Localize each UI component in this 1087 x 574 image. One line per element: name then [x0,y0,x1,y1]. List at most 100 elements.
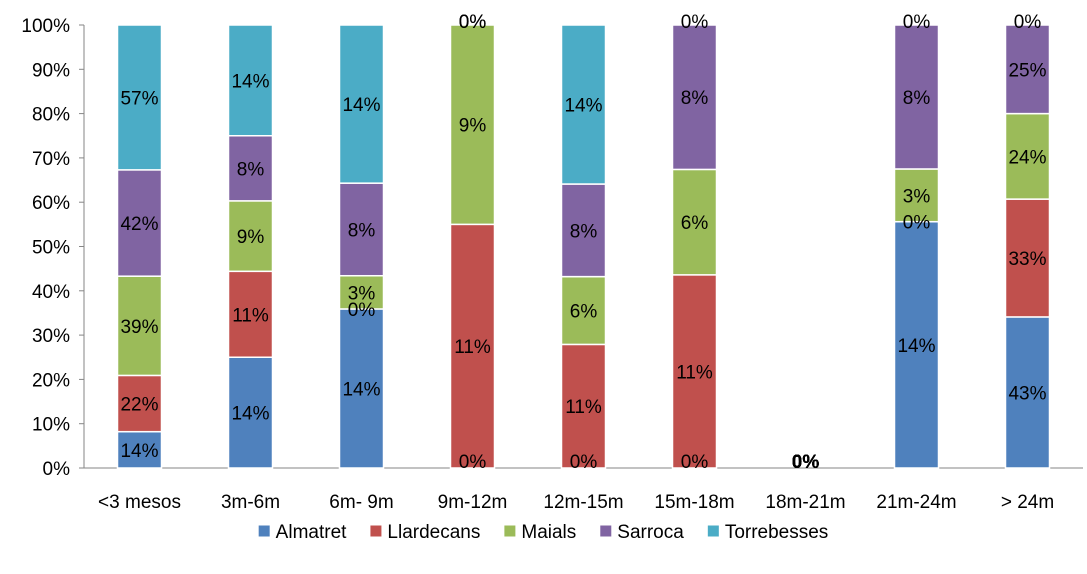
y-tick-label: 10% [32,415,70,436]
data-label: 0% [792,452,820,473]
bar-segment [116,275,163,377]
y-tick-label: 30% [32,326,70,347]
data-label: 0% [681,12,709,33]
data-label: 0% [903,213,931,234]
bar-segment [1004,316,1051,469]
y-tick-label: 100% [21,16,70,37]
data-label: 25% [1008,60,1046,81]
bar-segment [338,24,385,184]
bar-segment [449,24,496,226]
bar-segment [338,274,385,310]
y-tick-label: 20% [32,370,70,391]
bar-segment [671,168,718,276]
data-label: 0% [570,452,598,473]
x-tick-label: 15m-18m [654,492,734,513]
legend-label: Torrebesses [725,522,829,543]
x-tick-label: 18m-21m [765,492,845,513]
data-label: 14% [342,95,380,116]
bar-segment [1004,112,1051,200]
bar-segment [338,182,385,277]
data-label: 0% [792,452,820,473]
data-label: 0% [792,452,820,473]
data-label: 9% [459,116,487,137]
x-tick-label: 9m-12m [438,492,508,513]
data-label: 0% [459,452,487,473]
bar-segment [1004,198,1051,318]
bar-segment [1004,24,1051,115]
legend-swatch [600,525,612,537]
data-label: 8% [570,221,598,242]
data-label: 8% [681,88,709,109]
bar-segment [116,374,163,433]
bar-segment [227,135,274,202]
data-label: 3% [903,186,931,207]
data-label: 11% [565,397,602,418]
data-label: 43% [1008,383,1046,404]
data-label: 9% [237,227,265,248]
data-label: 3% [348,283,376,304]
x-tick-label: 3m-6m [221,492,280,513]
x-tick-label: <3 mesos [98,492,181,513]
bar-segment [116,169,163,277]
legend-swatch [707,525,719,537]
data-label: 0% [459,12,487,33]
y-tick-label: 60% [32,193,70,214]
bar-segment [116,24,163,171]
data-label: 14% [564,96,602,117]
bar-segment [116,430,163,469]
data-label: 8% [237,159,265,180]
bar-segment [227,270,274,359]
y-tick-label: 50% [32,238,70,259]
x-tick-label: 21m-24m [876,492,956,513]
legend-label: Maials [521,522,576,543]
legend-label: Almatret [276,522,347,543]
data-label: 8% [348,220,376,241]
data-label: 39% [120,317,158,338]
data-label: 42% [120,214,158,235]
data-label: 6% [570,302,598,323]
bar-segment [893,168,940,223]
data-label: 0% [459,12,487,33]
bar-segment [560,275,607,346]
bar-segment [560,24,607,185]
bar-segment [671,274,718,469]
data-label: 14% [231,71,269,92]
legend-label: Sarroca [617,522,684,543]
data-label: 0% [792,452,820,473]
legend-label: Llardecans [387,522,480,543]
data-label: 8% [903,88,931,109]
data-label: 11% [676,362,713,383]
data-label: 14% [120,441,158,462]
bar-segment [893,24,940,170]
data-label: 33% [1008,249,1046,270]
y-tick-label: 70% [32,149,70,170]
data-label: 0% [792,452,820,473]
data-label: 14% [342,379,380,400]
data-label: 14% [897,336,935,357]
x-tick-label: 12m-15m [543,492,623,513]
data-label: 0% [1014,12,1042,33]
bar-segment [227,200,274,273]
y-tick-label: 0% [43,459,71,480]
bar-segment [671,24,718,171]
y-tick-label: 90% [32,60,70,81]
data-label: 24% [1008,147,1046,168]
data-label: 14% [231,404,269,425]
data-label: 22% [120,395,158,416]
data-label: 0% [681,452,709,473]
bar-segment [893,220,940,469]
legend-swatch [504,525,516,537]
y-tick-label: 80% [32,105,70,126]
data-label: 11% [232,305,269,326]
x-tick-label: > 24m [1001,492,1054,513]
bar-segment [560,343,607,469]
legend-swatch [370,525,382,537]
data-label: 11% [454,337,491,358]
x-tick-label: 6m- 9m [329,492,393,513]
y-tick-label: 40% [32,282,70,303]
legend-swatch [258,525,270,537]
bar-segment [227,24,274,137]
data-label: 57% [120,88,158,109]
